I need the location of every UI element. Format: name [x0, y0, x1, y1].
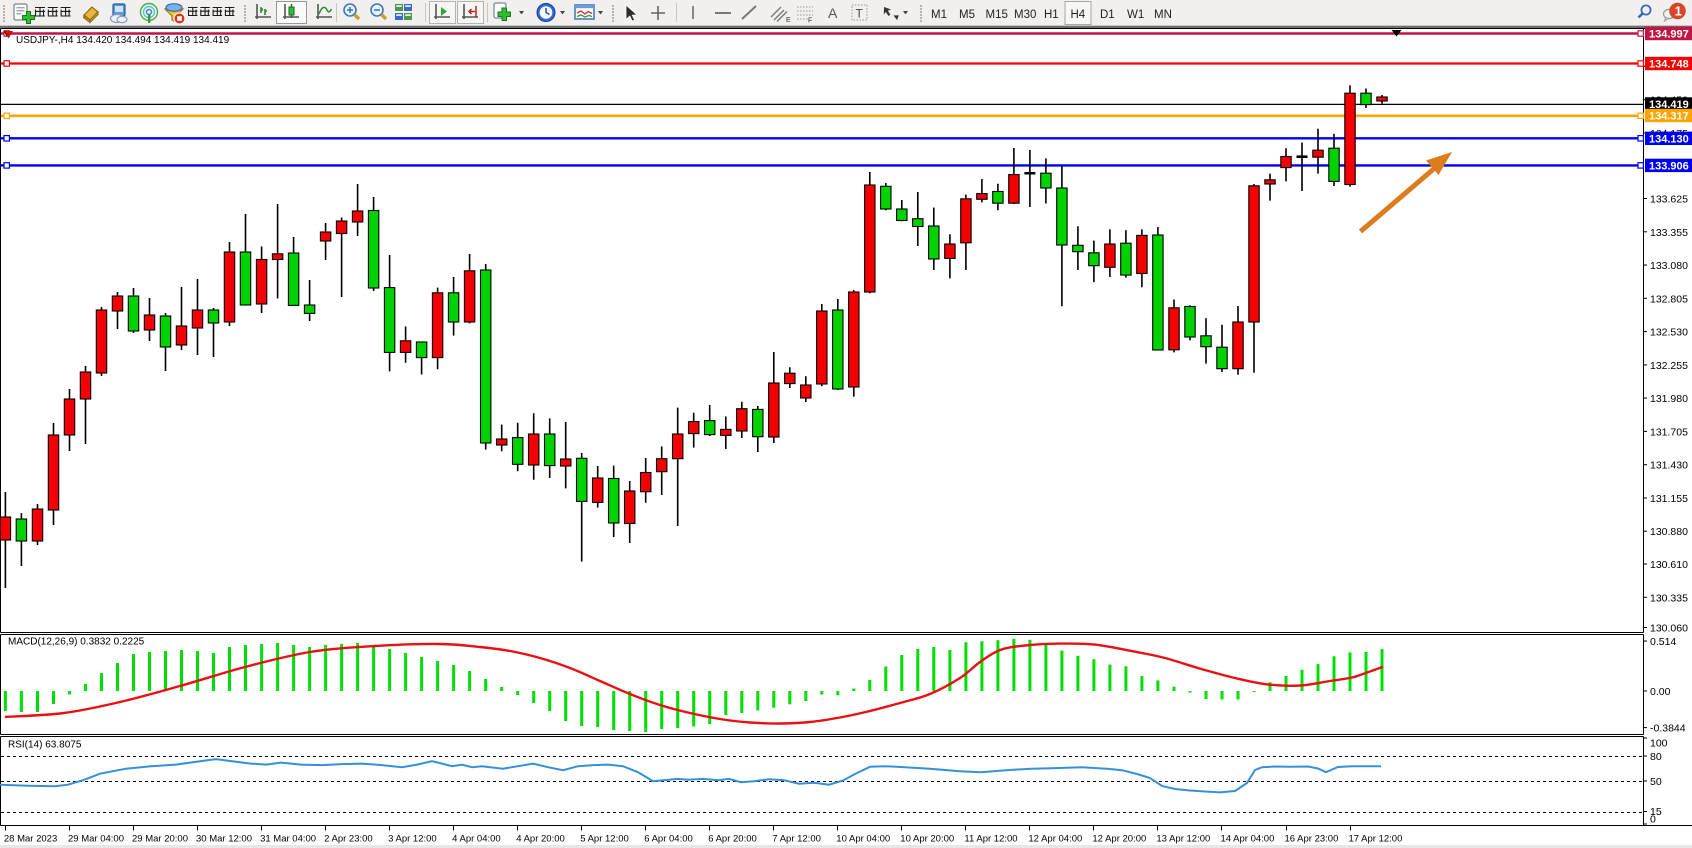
svg-text:0.514: 0.514: [1650, 636, 1676, 648]
svg-text:6 Apr 04:00: 6 Apr 04:00: [644, 834, 693, 845]
svg-text:130.880: 130.880: [1650, 526, 1688, 538]
svg-text:130.610: 130.610: [1650, 559, 1688, 571]
svg-text:134.317: 134.317: [1649, 111, 1689, 123]
svg-text:12 Apr 04:00: 12 Apr 04:00: [1028, 834, 1082, 845]
svg-text:M15: M15: [986, 9, 1008, 21]
svg-text:134.130: 134.130: [1649, 134, 1689, 146]
svg-text:1: 1: [1675, 4, 1682, 19]
svg-text:4 Apr 20:00: 4 Apr 20:00: [516, 834, 565, 845]
svg-text:4 Apr 04:00: 4 Apr 04:00: [452, 834, 501, 845]
svg-text:3 Apr 12:00: 3 Apr 12:00: [388, 834, 437, 845]
svg-text:31 Mar 04:00: 31 Mar 04:00: [260, 834, 316, 845]
svg-text:29 Mar 04:00: 29 Mar 04:00: [68, 834, 124, 845]
svg-text:50: 50: [1650, 776, 1662, 788]
svg-text:7 Apr 12:00: 7 Apr 12:00: [772, 834, 821, 845]
svg-text:133.625: 133.625: [1650, 194, 1688, 206]
svg-text:131.980: 131.980: [1650, 393, 1688, 405]
svg-text:133.355: 133.355: [1650, 227, 1688, 239]
svg-text:132.255: 132.255: [1650, 360, 1688, 372]
svg-text:132.805: 132.805: [1650, 293, 1688, 305]
svg-text:13 Apr 12:00: 13 Apr 12:00: [1156, 834, 1210, 845]
svg-text:100: 100: [1650, 738, 1668, 750]
svg-text:16 Apr 23:00: 16 Apr 23:00: [1285, 834, 1339, 845]
svg-text:15: 15: [1650, 806, 1662, 818]
svg-text:130.335: 130.335: [1650, 592, 1688, 604]
svg-text:W1: W1: [1127, 9, 1144, 21]
svg-text:131.155: 131.155: [1650, 493, 1688, 505]
svg-text:USDJPY-,H4 134.420 134.494 13: USDJPY-,H4 134.420 134.494 134.419 134.4…: [16, 35, 230, 46]
svg-text:T: T: [856, 7, 864, 21]
svg-text:A: A: [828, 5, 838, 21]
svg-text:5 Apr 12:00: 5 Apr 12:00: [580, 834, 629, 845]
svg-text:30 Mar 12:00: 30 Mar 12:00: [196, 834, 252, 845]
svg-text:M1: M1: [931, 9, 947, 21]
svg-text:H4: H4: [1071, 9, 1086, 21]
svg-text:RSI(14) 63.8075: RSI(14) 63.8075: [8, 740, 82, 751]
svg-text:6 Apr 20:00: 6 Apr 20:00: [708, 834, 757, 845]
svg-text:131.430: 131.430: [1650, 460, 1688, 472]
svg-text:12 Apr 20:00: 12 Apr 20:00: [1092, 834, 1146, 845]
svg-text:11 Apr 12:00: 11 Apr 12:00: [964, 834, 1017, 845]
svg-text:M30: M30: [1014, 9, 1036, 21]
svg-text:D1: D1: [1100, 9, 1115, 21]
svg-text:132.530: 132.530: [1650, 327, 1688, 339]
svg-text:MN: MN: [1154, 9, 1172, 21]
svg-text:29 Mar 20:00: 29 Mar 20:00: [132, 834, 188, 845]
svg-text:130.060: 130.060: [1650, 623, 1688, 635]
svg-text:0.00: 0.00: [1650, 686, 1671, 698]
svg-text:133.080: 133.080: [1650, 260, 1688, 272]
svg-text:28 Mar 2023: 28 Mar 2023: [4, 834, 57, 845]
svg-text:M5: M5: [959, 9, 975, 21]
svg-text:80: 80: [1650, 751, 1662, 763]
svg-text:H1: H1: [1044, 9, 1059, 21]
svg-text:134.748: 134.748: [1649, 59, 1689, 71]
svg-text:134.419: 134.419: [1649, 99, 1689, 111]
svg-text:134.997: 134.997: [1649, 29, 1689, 41]
svg-text:131.705: 131.705: [1650, 426, 1688, 438]
svg-text:0: 0: [1650, 814, 1656, 826]
svg-text:17 Apr 12:00: 17 Apr 12:00: [1349, 834, 1403, 845]
svg-text:MACD(12,26,9) 0.3832 0.2225: MACD(12,26,9) 0.3832 0.2225: [8, 637, 145, 648]
svg-text:10 Apr 20:00: 10 Apr 20:00: [900, 834, 954, 845]
svg-text:10 Apr 04:00: 10 Apr 04:00: [836, 834, 890, 845]
svg-text:-0.3844: -0.3844: [1650, 723, 1686, 735]
svg-text:E: E: [786, 17, 791, 24]
svg-text:F: F: [808, 18, 812, 25]
svg-text:133.906: 133.906: [1649, 161, 1689, 173]
svg-text:2 Apr 23:00: 2 Apr 23:00: [324, 834, 373, 845]
svg-text:14 Apr 04:00: 14 Apr 04:00: [1221, 834, 1275, 845]
